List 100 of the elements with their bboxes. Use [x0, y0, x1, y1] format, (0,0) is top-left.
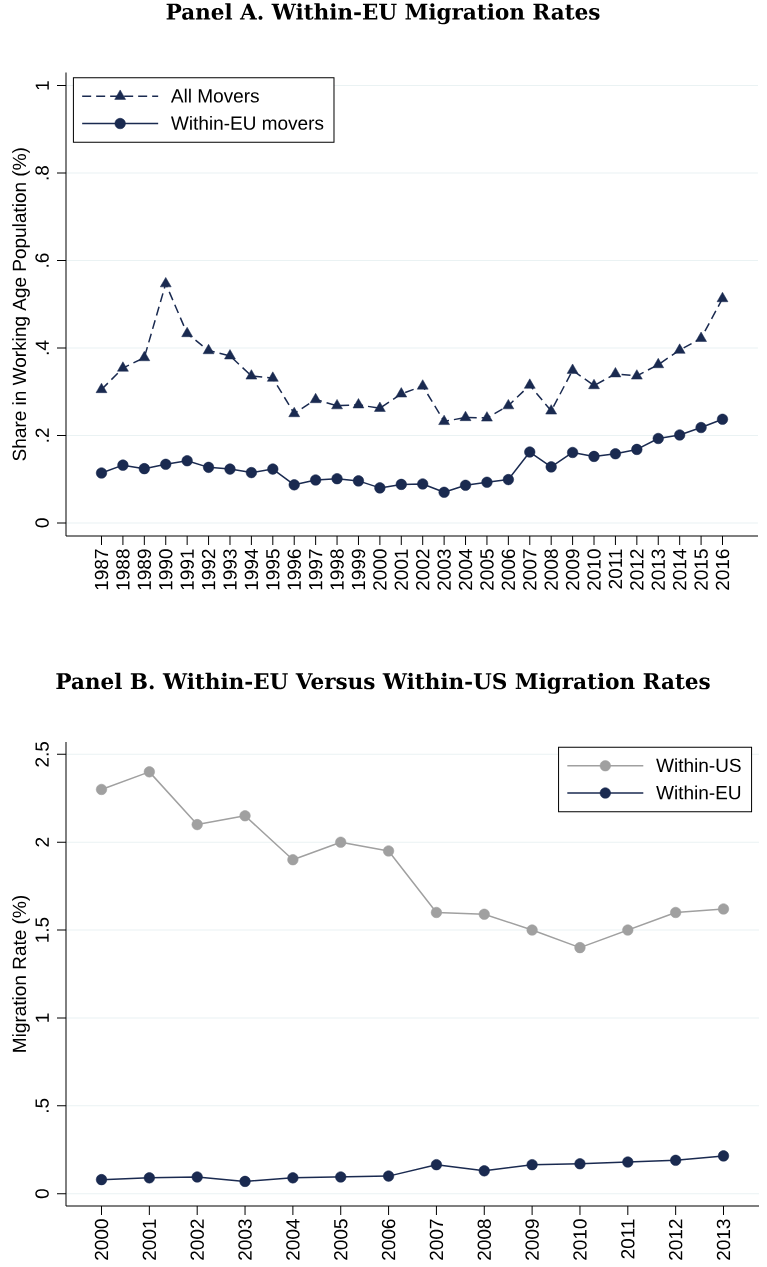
point [673, 343, 686, 354]
legend-label: Within-EU [656, 785, 741, 800]
point [239, 1175, 251, 1187]
x-tick-label: 2003 [437, 549, 451, 590]
x-tick-label: 1989 [137, 549, 152, 590]
point [395, 387, 407, 398]
point [374, 401, 386, 412]
x-tick-label: 2011 [608, 549, 623, 589]
y-tick-label: .5 [35, 1098, 49, 1112]
point [352, 475, 365, 487]
point [430, 1159, 442, 1171]
point [717, 903, 730, 915]
point [622, 924, 634, 936]
x-tick-label: 2000 [373, 549, 387, 590]
point [224, 463, 236, 475]
x-tick-label: 2012 [668, 1219, 683, 1260]
point [417, 379, 429, 390]
y-tick-label: 1.5 [35, 917, 49, 942]
x-tick-label: 2008 [544, 549, 558, 590]
point [609, 367, 622, 378]
point [239, 810, 251, 822]
point [331, 399, 343, 410]
point [545, 404, 557, 415]
point [631, 443, 643, 455]
point [335, 1171, 347, 1183]
x-tick-label: 1992 [201, 549, 216, 590]
point [203, 461, 215, 473]
point [716, 292, 729, 302]
point [717, 1150, 730, 1162]
y-tick-label: .4 [35, 340, 49, 355]
point [267, 371, 279, 382]
point [181, 455, 193, 467]
point [526, 1159, 538, 1171]
point [288, 407, 300, 417]
point [588, 379, 600, 389]
point [430, 906, 442, 919]
point [143, 1172, 155, 1184]
point [117, 361, 129, 372]
point [524, 378, 536, 389]
y-tick-label: .6 [35, 253, 49, 267]
point [95, 783, 108, 795]
point [438, 414, 450, 425]
point [202, 344, 215, 354]
x-tick-label: 1987 [94, 549, 109, 590]
point [310, 474, 322, 486]
x-tick-label: 2016 [715, 549, 730, 590]
point [481, 411, 493, 422]
point [245, 467, 257, 479]
y-tick-label: 1 [35, 81, 49, 90]
legend-label: Within-US [656, 758, 741, 773]
point [526, 924, 538, 936]
point [95, 1174, 108, 1186]
x-tick-label: 2013 [716, 1219, 731, 1260]
point [138, 463, 150, 475]
x-tick-label: 2002 [190, 1219, 204, 1260]
x-tick-label: 2008 [477, 1219, 491, 1260]
point [574, 942, 586, 954]
x-tick-label: 2004 [458, 549, 473, 590]
point [652, 358, 664, 368]
x-tick-label: 2015 [694, 549, 708, 590]
point [374, 482, 386, 494]
point [417, 478, 429, 490]
x-tick-label: 1993 [223, 549, 237, 590]
x-tick-label: 1990 [159, 549, 173, 590]
x-tick-label: 2006 [381, 1219, 396, 1260]
point [670, 1154, 682, 1166]
point [567, 446, 579, 459]
x-tick-label: 2010 [587, 549, 601, 590]
point [545, 461, 557, 473]
y-tick-label: 0 [35, 518, 49, 528]
y-tick-label: .8 [35, 165, 49, 180]
chart-title: Panel A. Within-EU Migration Rates [166, 3, 600, 25]
point [438, 486, 450, 498]
chart-title: Panel B. Within-EU Versus Within-US Migration Rates [56, 672, 710, 694]
x-tick-label: 1994 [244, 549, 259, 590]
x-tick-label: 2004 [286, 1219, 300, 1260]
x-tick-label: 1991 [180, 549, 194, 590]
point [267, 463, 279, 475]
point [459, 410, 472, 421]
x-tick-label: 1988 [116, 549, 130, 590]
y-tick-label: 2 [35, 837, 49, 847]
y-tick-label: .2 [35, 428, 49, 442]
point [524, 446, 536, 458]
point [160, 458, 172, 470]
legend-label: Within-EU movers [170, 115, 324, 130]
point [335, 836, 347, 848]
point [631, 369, 643, 380]
point [588, 450, 600, 462]
point [160, 277, 172, 288]
x-tick-label: 2009 [525, 1219, 539, 1260]
point [287, 854, 299, 866]
x-tick-label: 1995 [266, 549, 280, 590]
x-tick-label: 2011 [621, 1219, 635, 1259]
point [652, 432, 664, 445]
x-tick-label: 2014 [672, 549, 687, 590]
x-tick-label: 2001 [142, 1219, 157, 1260]
y-axis-title: Migration Rate (%) [12, 896, 30, 1052]
point [383, 1170, 395, 1182]
x-tick-label: 2005 [334, 1219, 348, 1260]
y-tick-label: 0 [35, 1189, 49, 1199]
